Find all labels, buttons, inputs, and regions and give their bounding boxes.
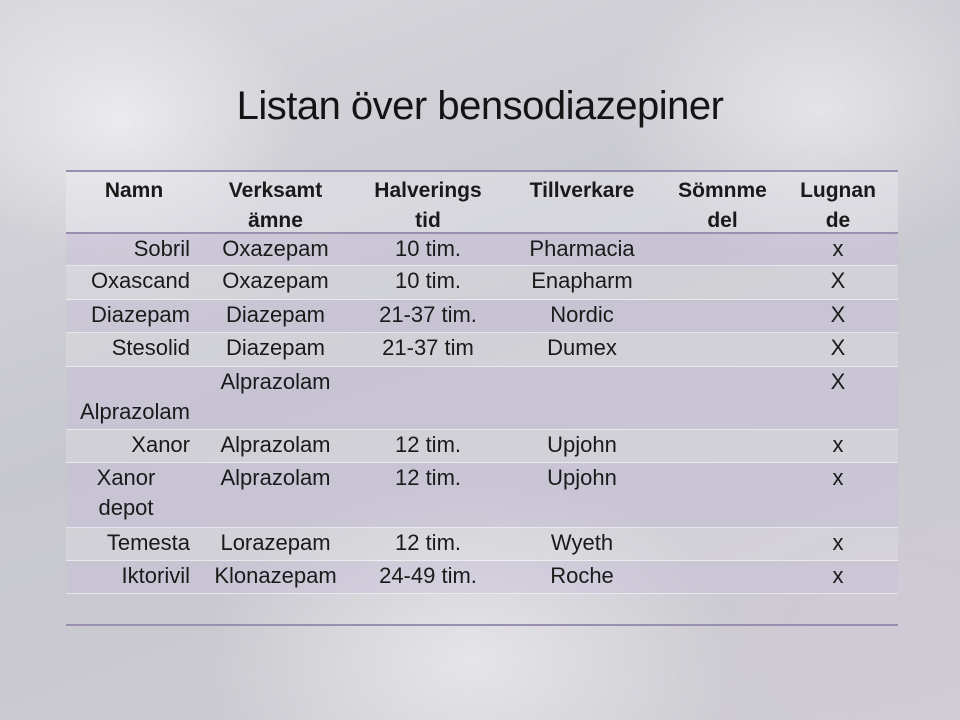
cell-lugnande: x <box>832 432 844 457</box>
cell-namn: Sobril <box>133 236 190 261</box>
benzodiazepine-table: Namn Verksamt ämne Halverings tid Tillverk… <box>66 170 898 626</box>
table-bottom-rule <box>66 624 898 626</box>
header-verksamt-amne: Verksamt ämne <box>228 179 323 232</box>
cell-amne: Diazepam <box>225 335 326 360</box>
cell-tillverkare: Pharmacia <box>529 236 635 261</box>
cell-amne: Alprazolam <box>220 369 331 394</box>
table-row: Iktorivil Klonazepam 24-49 tim. Roche x <box>66 561 898 594</box>
table-row: Xanor Alprazolam 12 tim. Upjohn x <box>66 430 898 463</box>
cell-lugnande: X <box>830 268 846 293</box>
cell-halveringstid: 24-49 tim. <box>379 563 477 588</box>
cell-halveringstid: 21-37 tim <box>382 335 474 360</box>
cell-halveringstid: 21-37 tim. <box>379 302 477 327</box>
table-row: Diazepam Diazepam 21-37 tim. Nordic X <box>66 300 898 333</box>
cell-tillverkare: Dumex <box>547 335 617 360</box>
header-lugnande: Lugnan de <box>800 179 876 232</box>
cell-lugnande: X <box>830 369 846 394</box>
table-row: Oxascand Oxazepam 10 tim. Enapharm X <box>66 266 898 300</box>
cell-namn: Temesta <box>106 530 190 555</box>
table-header-row: Namn Verksamt ämne Halverings tid Tillverk… <box>66 172 898 234</box>
cell-tillverkare: Upjohn <box>547 465 617 490</box>
cell-amne: Klonazepam <box>214 563 337 588</box>
header-somnmedel: Sömnme del <box>678 179 767 232</box>
table-row: Alprazolam Alprazolam X <box>66 367 898 430</box>
cell-amne: Oxazepam <box>222 268 329 293</box>
cell-lugnande: x <box>832 530 844 555</box>
table-row: Xanor depot Alprazolam 12 tim. Upjohn x <box>66 463 898 528</box>
cell-tillverkare: Wyeth <box>550 530 614 555</box>
cell-namn: Diazepam <box>90 302 190 327</box>
cell-namn: Xanor <box>131 432 190 457</box>
cell-lugnande: x <box>832 563 844 588</box>
header-halveringstid: Halverings tid <box>374 179 482 232</box>
cell-halveringstid: 10 tim. <box>394 268 462 293</box>
cell-lugnande: X <box>830 335 846 360</box>
cell-amne: Lorazepam <box>220 530 331 555</box>
cell-tillverkare: Nordic <box>550 302 614 327</box>
cell-tillverkare: Upjohn <box>547 432 617 457</box>
table-top-rule <box>66 170 898 172</box>
cell-amne: Alprazolam <box>220 432 331 457</box>
cell-namn: Stesolid <box>111 335 190 360</box>
header-tillverkare: Tillverkare <box>529 179 635 202</box>
cell-amne: Alprazolam <box>220 465 331 490</box>
cell-amne: Diazepam <box>225 302 326 327</box>
table-row: Temesta Lorazepam 12 tim. Wyeth x <box>66 528 898 561</box>
cell-lugnande: X <box>830 302 846 327</box>
cell-lugnande: x <box>832 236 844 261</box>
cell-halveringstid: 12 tim. <box>394 465 462 490</box>
table-row: Stesolid Diazepam 21-37 tim Dumex X <box>66 333 898 367</box>
cell-amne: Oxazepam <box>222 236 329 261</box>
cell-halveringstid: 12 tim. <box>394 530 462 555</box>
cell-namn: Oxascand <box>90 268 190 293</box>
header-namn: Namn <box>104 179 164 202</box>
cell-halveringstid: 10 tim. <box>394 236 462 261</box>
slide-title: Listan över bensodiazepiner <box>236 84 724 128</box>
cell-halveringstid: 12 tim. <box>394 432 462 457</box>
cell-namn: Alprazolam <box>79 399 190 424</box>
cell-tillverkare: Roche <box>550 563 614 588</box>
cell-lugnande: x <box>832 465 844 490</box>
cell-tillverkare: Enapharm <box>531 268 633 293</box>
table-row: Sobril Oxazepam 10 tim. Pharmacia x <box>66 234 898 266</box>
cell-namn: Iktorivil <box>121 563 190 588</box>
cell-namn: Xanor depot <box>96 465 156 520</box>
